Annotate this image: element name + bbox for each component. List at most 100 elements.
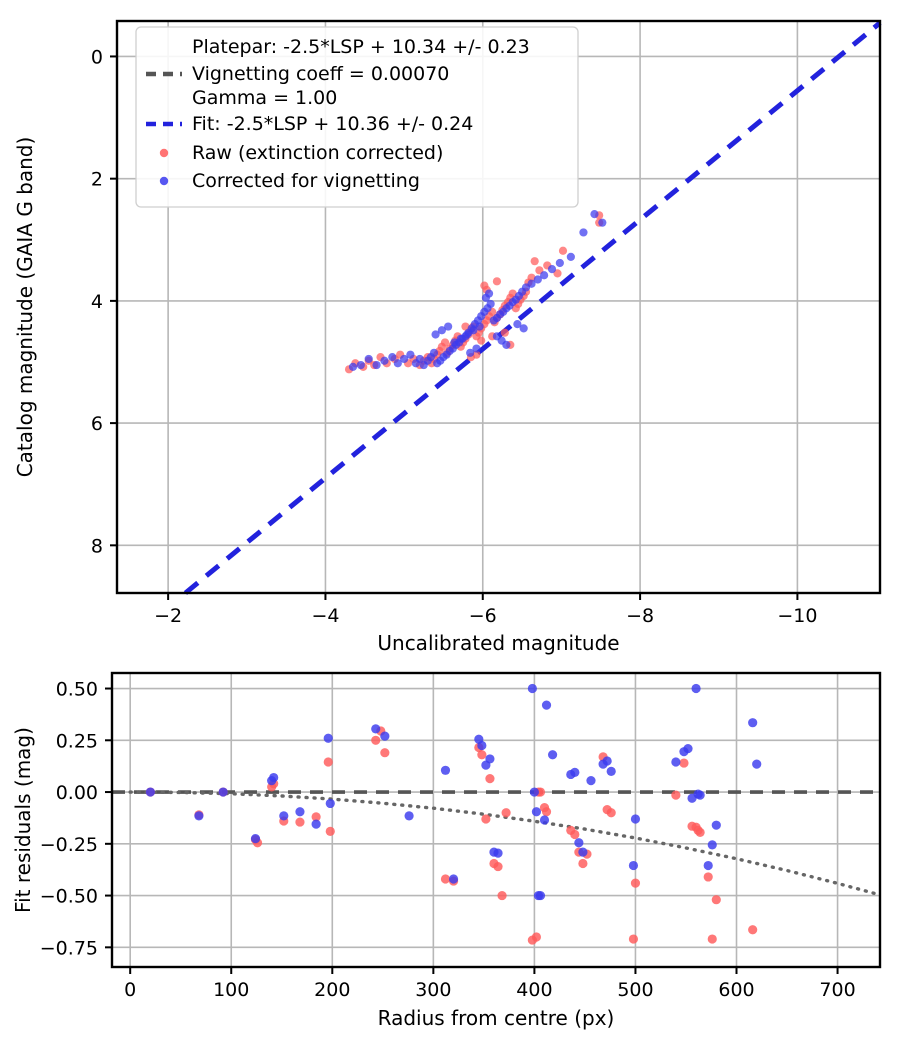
residual-point — [279, 811, 289, 821]
residual-point — [539, 815, 550, 825]
ytick-label: 0.00 — [56, 782, 98, 804]
residual-point — [380, 748, 390, 758]
residual-point — [501, 808, 511, 818]
residual-point — [481, 814, 491, 824]
residual-point — [145, 787, 155, 797]
residual-point — [541, 700, 552, 710]
scatter-point — [489, 316, 498, 325]
residual-point — [485, 773, 495, 784]
residual-point — [703, 860, 713, 871]
xtick-label: −10 — [777, 605, 817, 627]
fit-line — [183, 20, 882, 595]
residual-point — [404, 811, 414, 821]
xtick-label: 100 — [213, 979, 249, 1001]
scatter-point — [558, 246, 568, 255]
xtick-label: 300 — [415, 979, 451, 1001]
scatter-point — [444, 322, 453, 331]
scatter-point — [437, 326, 446, 335]
residual-point — [295, 817, 305, 827]
residual-point — [695, 827, 705, 838]
residual-point — [748, 925, 758, 935]
residual-point — [380, 731, 390, 741]
corrected-residual-points-group — [145, 683, 762, 901]
scatter-point — [555, 258, 564, 268]
residual-point — [295, 807, 305, 817]
residual-point — [371, 724, 381, 734]
xtick-label: 0 — [124, 979, 136, 1001]
scatter-point — [540, 271, 549, 280]
residual-point — [529, 787, 540, 797]
residual-point — [311, 812, 321, 822]
scatter-point — [419, 360, 428, 370]
scatter-point — [456, 334, 465, 343]
residual-point — [630, 814, 641, 824]
scatter-point — [502, 340, 511, 349]
scatter-point — [469, 326, 478, 335]
residual-point — [748, 718, 758, 728]
scatter-point — [547, 265, 557, 274]
xtick-label: −2 — [154, 605, 182, 627]
residual-point — [269, 772, 279, 783]
scatter-point — [579, 228, 588, 237]
residual-point — [671, 757, 681, 767]
xtick-label: −8 — [626, 605, 654, 627]
top-axes-frame — [115, 19, 882, 595]
ytick-label: −0.25 — [40, 834, 98, 856]
vignetting-curve — [128, 790, 880, 897]
magnitude-calibration-plot: −2 −4 −6 −8 −10 0 2 4 6 8 Uncalibrated magnitude Ca… — [13, 19, 882, 655]
corrected-points-group — [348, 210, 607, 371]
residual-point — [703, 872, 713, 882]
residual-point — [323, 733, 333, 743]
residual-point — [477, 750, 487, 760]
legend-entry-label: Corrected for vignetting — [192, 170, 420, 192]
ytick-label: 0.50 — [56, 679, 98, 701]
residual-point — [602, 756, 612, 766]
ytick-label: −0.50 — [40, 886, 98, 908]
residual-point — [194, 811, 204, 821]
residual-point — [531, 932, 542, 942]
residual-point — [628, 934, 639, 944]
bottom-yaxis-label: Fit residuals (mag) — [11, 727, 35, 913]
scatter-point — [590, 210, 599, 219]
scatter-point — [411, 359, 421, 368]
residual-point — [497, 890, 507, 901]
raw-residual-points-group — [145, 726, 758, 945]
scatter-point — [480, 281, 489, 290]
residual-point — [541, 807, 552, 817]
top-ticks: −2 −4 −6 −8 −10 0 2 4 6 8 — [91, 46, 818, 627]
residual-point — [527, 683, 537, 694]
scatter-point — [566, 252, 575, 261]
scatter-point — [519, 324, 528, 333]
top-xaxis-label: Uncalibrated magnitude — [377, 631, 619, 655]
bottom-ticks: 0 100 200 300 400 500 600 700 0.50 0.25 0.00 −0.25 −… — [40, 679, 856, 1001]
scatter-point — [513, 320, 522, 329]
legend-entry-label: Raw (extinction corrected) — [192, 142, 443, 164]
xtick-label: 200 — [314, 979, 350, 1001]
residual-point — [440, 874, 451, 884]
scatter-point — [553, 269, 562, 278]
legend-box — [135, 26, 579, 208]
scatter-point — [530, 257, 539, 266]
residual-point — [578, 858, 588, 869]
residual-point — [535, 890, 546, 901]
scatter-point — [356, 360, 365, 370]
residual-point — [485, 754, 495, 764]
residual-point — [707, 840, 717, 850]
ytick-label: 0.25 — [56, 730, 98, 752]
residual-point — [531, 807, 542, 817]
scatter-point — [364, 354, 373, 364]
residual-point — [578, 847, 588, 857]
ytick-label: 4 — [91, 291, 103, 313]
scatter-point — [393, 359, 402, 368]
residual-point — [440, 765, 451, 775]
scatter-point — [450, 338, 459, 347]
bottom-axes-frame — [110, 671, 882, 969]
residual-point — [711, 895, 721, 905]
residual-point — [371, 735, 381, 745]
scatter-point — [380, 356, 389, 365]
residual-point — [606, 808, 616, 818]
residual-point — [691, 683, 701, 694]
scatter-point — [388, 353, 397, 362]
scatter-point — [433, 359, 442, 368]
